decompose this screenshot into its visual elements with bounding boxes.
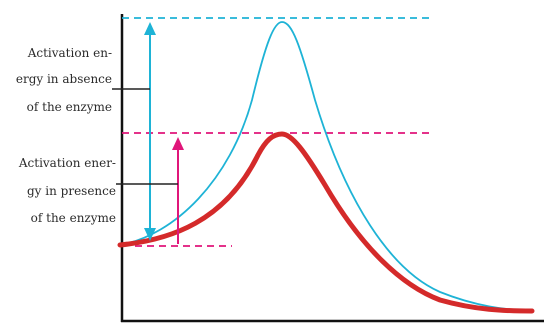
presence-label-line-2: gy in presence xyxy=(27,184,116,198)
catalyzed-curve xyxy=(117,131,535,314)
absence-label-line-1: Activation en- xyxy=(27,46,112,60)
presence-label-line-3: of the enzyme xyxy=(31,211,116,225)
absence-label: Activation en- ergy in absence of the en… xyxy=(16,46,112,114)
catalyzed-arrow-head-top xyxy=(172,137,184,150)
absence-label-line-3: of the enzyme xyxy=(27,100,112,114)
presence-label-line-1: Activation ener- xyxy=(18,156,116,170)
uncatalyzed-arrow-head-top xyxy=(144,22,156,35)
absence-label-line-2: ergy in absence xyxy=(16,72,112,86)
presence-label: Activation ener- gy in presence of the e… xyxy=(18,156,116,225)
uncatalyzed-arrow-head-bottom xyxy=(144,228,156,241)
uncatalyzed-curve xyxy=(119,21,533,312)
